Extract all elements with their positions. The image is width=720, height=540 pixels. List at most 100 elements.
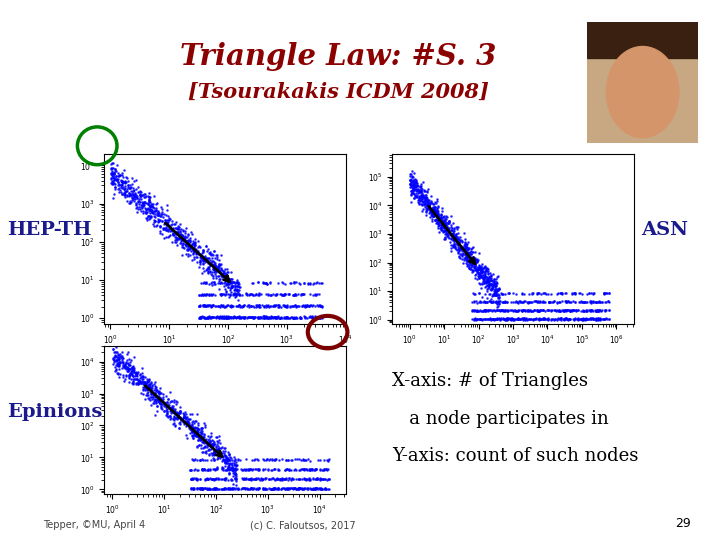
Point	[147, 390, 158, 399]
Point	[178, 237, 189, 245]
Point	[226, 484, 238, 493]
Point	[170, 227, 181, 236]
Point	[212, 278, 224, 287]
Point	[568, 288, 580, 297]
Point	[469, 260, 481, 269]
Point	[469, 261, 481, 270]
Point	[197, 301, 209, 310]
Point	[222, 301, 233, 310]
Point	[171, 414, 182, 423]
Point	[107, 170, 118, 179]
Point	[312, 313, 323, 321]
Point	[459, 247, 471, 255]
Point	[596, 298, 608, 306]
Point	[262, 291, 274, 299]
Point	[405, 176, 416, 185]
Point	[132, 372, 143, 381]
Point	[282, 290, 294, 299]
Point	[513, 297, 525, 306]
Point	[273, 465, 284, 474]
Point	[116, 177, 127, 186]
Point	[204, 474, 215, 483]
Point	[135, 207, 147, 215]
Point	[124, 180, 135, 189]
Point	[281, 465, 292, 474]
Point	[436, 215, 447, 224]
Point	[179, 412, 190, 421]
Point	[164, 226, 176, 235]
Point	[193, 431, 204, 440]
Point	[310, 291, 322, 299]
Point	[122, 174, 133, 183]
Point	[543, 314, 554, 323]
Point	[123, 372, 135, 380]
Point	[161, 397, 173, 406]
Point	[585, 306, 597, 315]
Point	[504, 315, 516, 323]
Point	[508, 288, 519, 297]
Point	[238, 314, 250, 322]
Point	[441, 224, 453, 232]
Point	[182, 239, 194, 248]
Point	[240, 289, 252, 298]
Point	[513, 306, 525, 314]
Point	[201, 313, 212, 321]
Point	[526, 306, 538, 315]
Point	[121, 363, 132, 372]
Point	[192, 436, 204, 445]
Point	[469, 289, 480, 298]
Point	[225, 485, 237, 494]
Point	[214, 312, 225, 321]
Point	[533, 306, 544, 315]
Point	[209, 280, 220, 288]
Point	[168, 404, 179, 413]
Point	[514, 315, 526, 323]
Point	[559, 306, 571, 315]
Point	[184, 233, 196, 242]
Point	[519, 297, 531, 306]
Point	[321, 475, 333, 484]
Point	[433, 215, 444, 224]
Point	[522, 307, 534, 315]
Point	[560, 314, 572, 323]
Point	[210, 447, 222, 455]
Point	[300, 313, 311, 321]
Point	[113, 171, 125, 179]
Point	[297, 464, 308, 473]
Point	[479, 268, 490, 277]
Point	[191, 429, 202, 438]
Point	[194, 484, 206, 492]
Point	[166, 408, 178, 417]
Point	[115, 176, 127, 185]
Point	[228, 466, 239, 475]
Point	[429, 207, 441, 216]
Point	[181, 413, 193, 421]
Point	[471, 267, 482, 276]
Point	[474, 274, 485, 282]
Point	[179, 416, 191, 425]
Point	[479, 279, 490, 287]
Point	[161, 397, 173, 406]
Point	[153, 217, 164, 226]
Point	[243, 475, 254, 483]
Point	[238, 475, 249, 483]
Point	[171, 413, 183, 422]
Point	[204, 249, 216, 258]
Point	[262, 290, 274, 299]
Point	[482, 277, 494, 286]
Point	[194, 313, 206, 321]
Point	[504, 314, 516, 323]
Point	[270, 291, 282, 300]
Point	[212, 455, 223, 463]
Point	[603, 297, 614, 306]
Point	[440, 226, 451, 234]
Point	[133, 379, 145, 387]
Point	[590, 298, 602, 307]
Point	[284, 279, 296, 287]
Point	[572, 314, 584, 322]
Point	[563, 315, 575, 323]
Point	[259, 312, 271, 321]
Point	[298, 278, 310, 287]
Point	[121, 367, 132, 375]
Point	[408, 173, 419, 181]
